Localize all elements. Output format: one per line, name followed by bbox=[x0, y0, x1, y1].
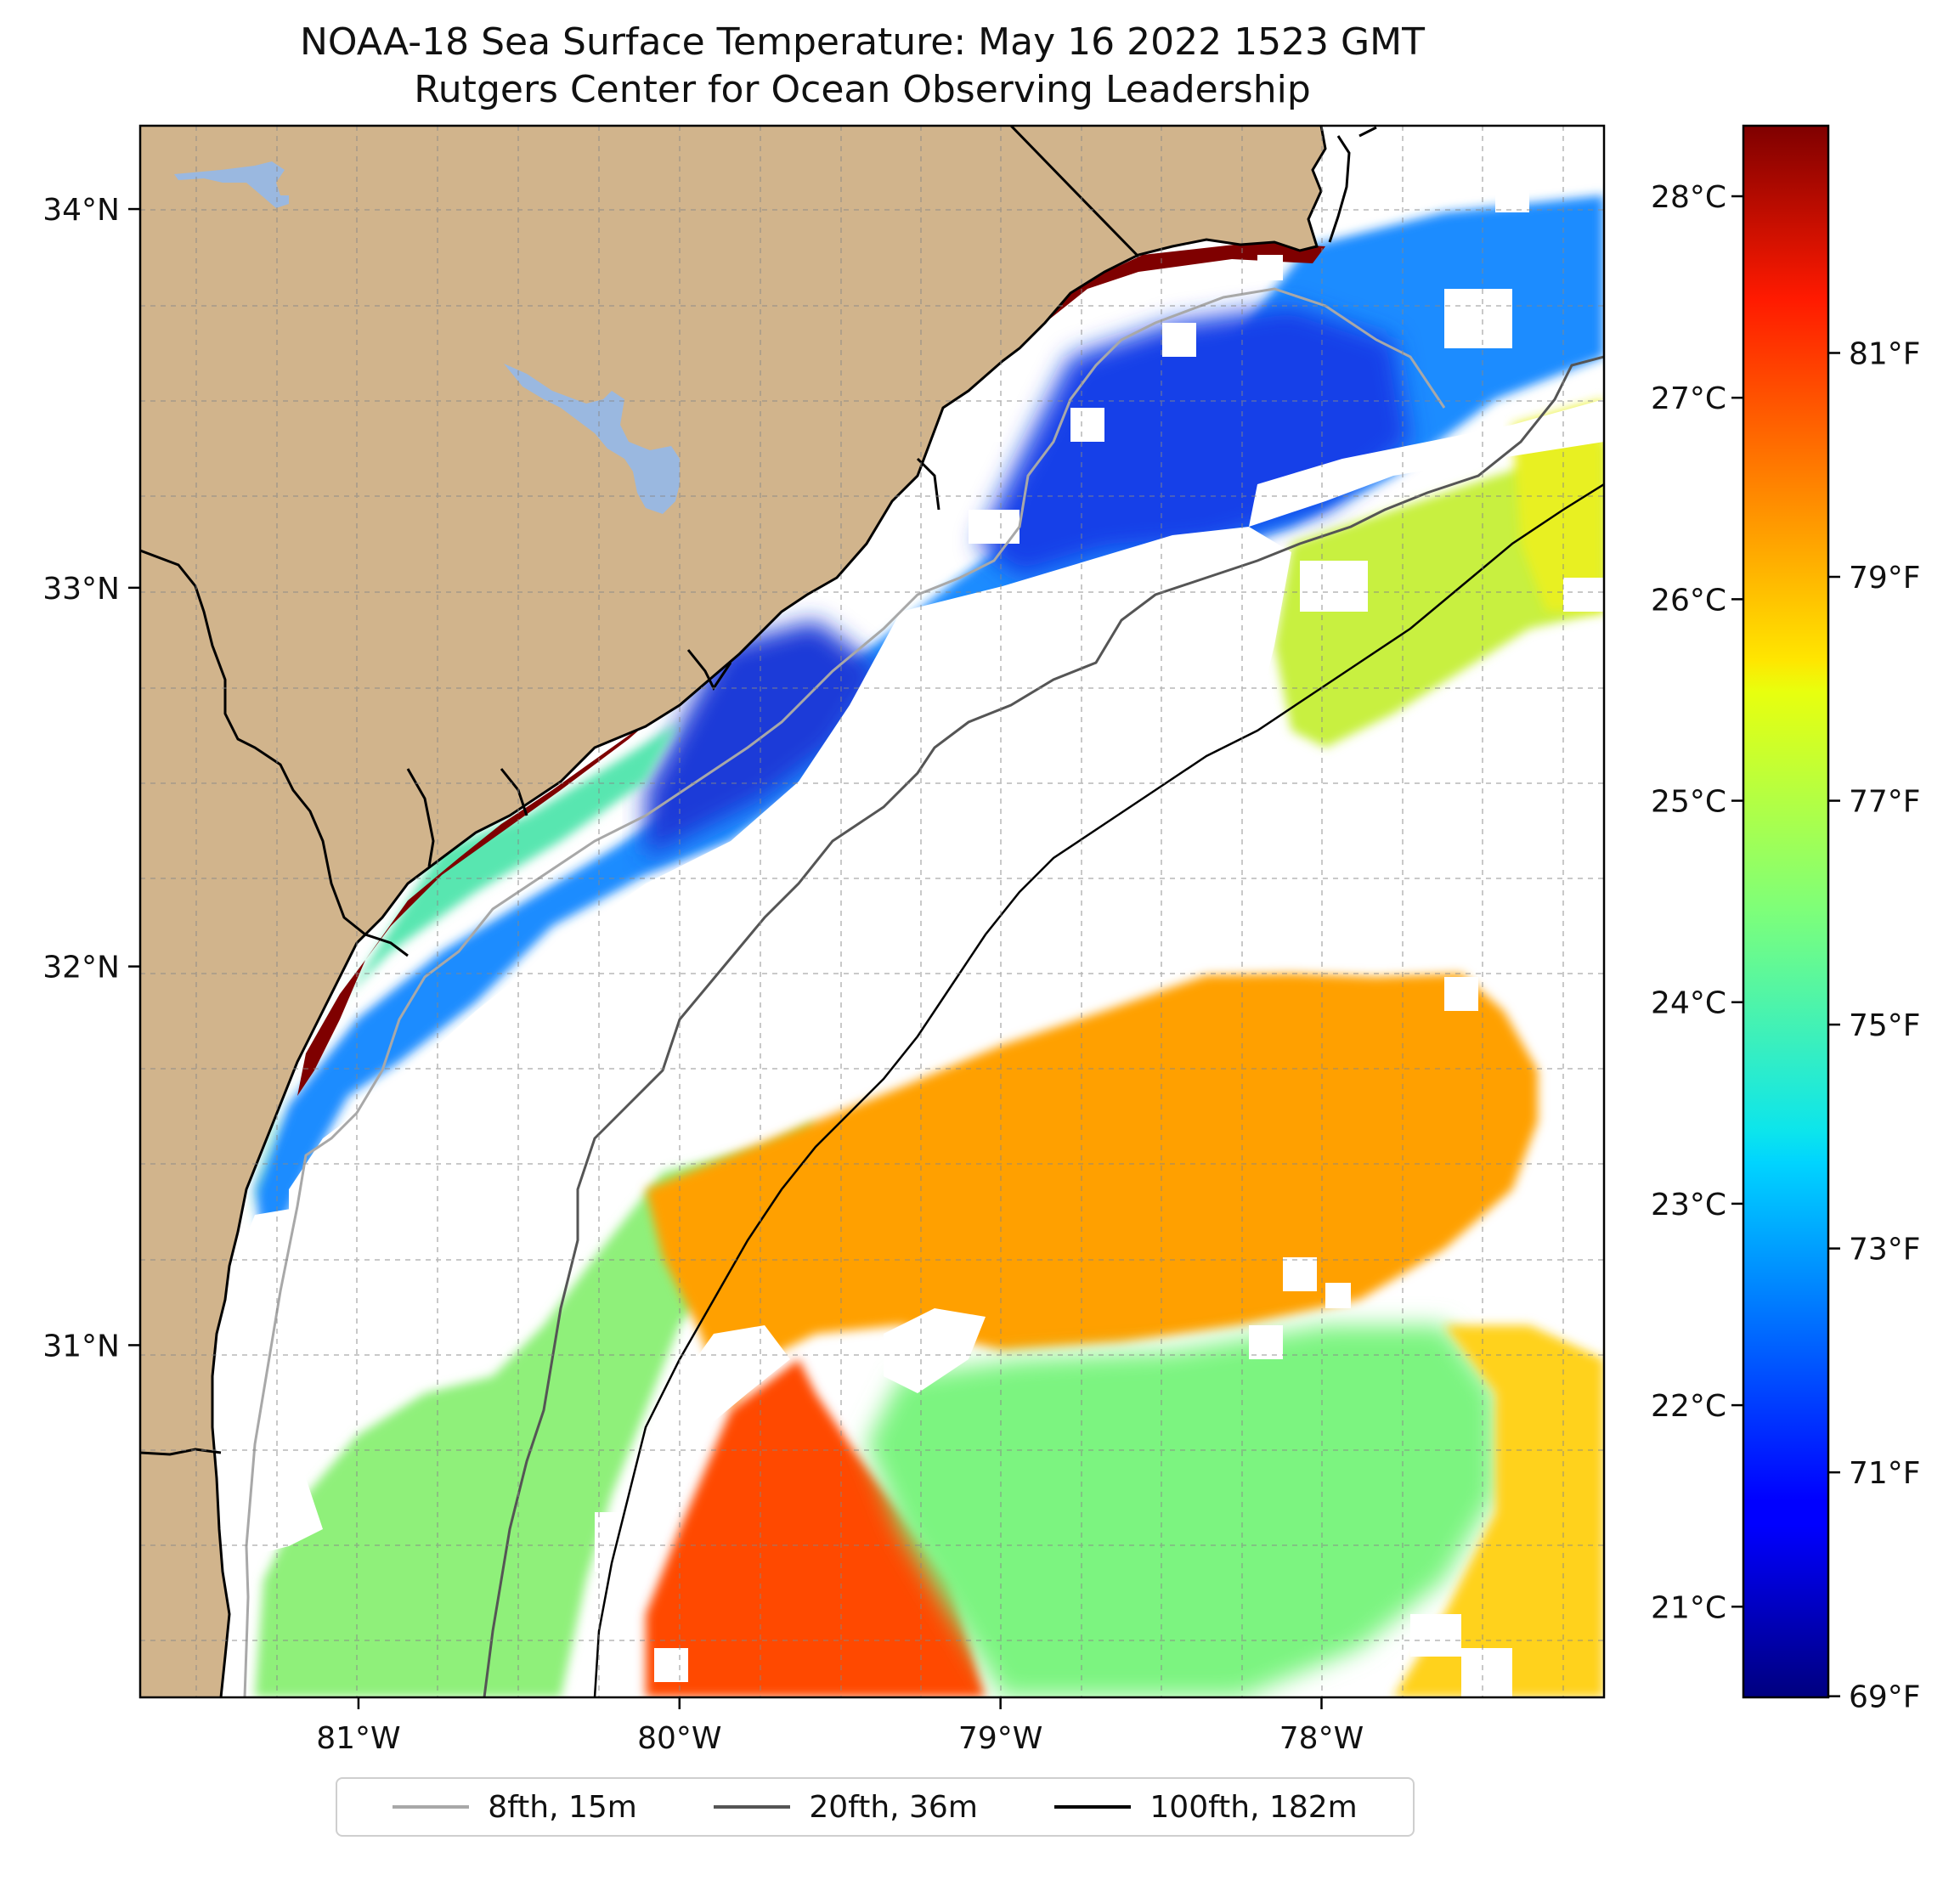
coastline-path bbox=[211, 126, 1327, 1697]
cloud-patch bbox=[1283, 1257, 1317, 1291]
fahrenheit-tick-label: 75°F bbox=[1849, 1008, 1921, 1043]
land-mass bbox=[140, 126, 1325, 1697]
fahrenheit-tick-label: 79°F bbox=[1849, 561, 1921, 596]
estuary bbox=[916, 457, 940, 511]
cloud-patch bbox=[1257, 255, 1283, 280]
fahrenheit-tick-label: 71°F bbox=[1849, 1456, 1921, 1491]
map-area bbox=[140, 126, 1604, 1697]
cloud-patch bbox=[1300, 561, 1368, 612]
barrier-island bbox=[1328, 135, 1351, 243]
celsius-tick-label: 23°C bbox=[1651, 1188, 1726, 1222]
sst-nearshore-warm-strip bbox=[246, 722, 680, 1223]
barrier-island bbox=[1358, 126, 1377, 138]
celsius-tick-label: 27°C bbox=[1651, 381, 1726, 416]
colorbar bbox=[1742, 124, 1830, 1699]
cloud-patch bbox=[1563, 136, 1597, 170]
sst-southeast-yellow bbox=[1393, 1325, 1604, 1697]
state-border-nc-sc bbox=[1009, 126, 1140, 258]
lat-tick-label: 33°N bbox=[42, 572, 120, 607]
cloud-patch bbox=[1249, 1325, 1283, 1359]
lon-tick-label: 78°W bbox=[1279, 1721, 1364, 1756]
isobath-20fth bbox=[483, 355, 1604, 1697]
cloud-patch bbox=[1495, 187, 1529, 212]
legend-line-swatch bbox=[393, 1805, 470, 1809]
cloud-patch bbox=[289, 527, 1291, 1325]
lon-tick-label: 81°W bbox=[316, 1721, 400, 1756]
cloud-patch bbox=[1444, 289, 1512, 348]
longitude-axis: 81°W 80°W 79°W 78°W bbox=[316, 1697, 1364, 1756]
lon-tick-label: 80°W bbox=[637, 1721, 721, 1756]
cloud-patch bbox=[1410, 1614, 1461, 1657]
title-line-1: NOAA-18 Sea Surface Temperature: May 16 … bbox=[300, 20, 1425, 64]
fahrenheit-tick-label: 73°F bbox=[1849, 1233, 1921, 1267]
cloud-patch bbox=[1402, 144, 1436, 178]
cloud-patch bbox=[1070, 408, 1104, 442]
colorbar-celsius-axis: 28°C 27°C 26°C 25°C 24°C 23°C 22°C 21°C bbox=[1651, 180, 1743, 1625]
sst-warm-core-red bbox=[646, 1359, 986, 1697]
celsius-tick-label: 22°C bbox=[1651, 1389, 1726, 1424]
colorbar-fahrenheit-axis: 81°F 79°F 77°F 75°F 73°F 71°F 69°F bbox=[1828, 336, 1921, 1715]
legend-label: 20fth, 36m bbox=[809, 1789, 978, 1825]
legend-item: 8fth, 15m bbox=[393, 1790, 637, 1825]
cloud-patch bbox=[1162, 323, 1196, 357]
sst-field bbox=[246, 195, 1604, 1697]
sst-southern-green-eddy bbox=[867, 1325, 1495, 1697]
legend-item: 100fth, 182m bbox=[1054, 1789, 1358, 1825]
chart-title: NOAA-18 Sea Surface Temperature: May 16 … bbox=[0, 19, 1725, 114]
cloud-patch bbox=[1325, 1283, 1351, 1308]
cloud-patch bbox=[221, 1206, 323, 1555]
isobath-100fth bbox=[593, 483, 1604, 1697]
cloud-patch bbox=[884, 1308, 986, 1393]
fahrenheit-tick-label: 69°F bbox=[1849, 1680, 1921, 1715]
state-border-sc-ga bbox=[140, 549, 409, 957]
celsius-tick-label: 28°C bbox=[1651, 180, 1726, 215]
lat-tick-label: 31°N bbox=[42, 1329, 120, 1363]
cloud-patch bbox=[654, 1648, 688, 1682]
celsius-tick-label: 26°C bbox=[1651, 583, 1726, 618]
cloud-patch bbox=[1444, 977, 1478, 1011]
cloud-mask bbox=[221, 136, 1604, 1697]
isobath-legend: 8fth, 15m 20fth, 36m 100fth, 182m bbox=[336, 1777, 1415, 1837]
graticule bbox=[140, 126, 1604, 1697]
estuary bbox=[686, 649, 732, 691]
sst-gulf-stream-orange bbox=[646, 974, 1538, 1410]
cloud-patch bbox=[663, 1325, 790, 1461]
inland-lakes bbox=[174, 161, 680, 514]
state-border-ga-fl bbox=[140, 1448, 222, 1456]
lat-tick-label: 32°N bbox=[42, 951, 120, 985]
lat-tick-label: 34°N bbox=[42, 193, 120, 228]
lake bbox=[504, 364, 680, 514]
map-frame bbox=[138, 124, 1606, 1699]
isobath-8fth bbox=[243, 287, 1446, 1697]
legend-item: 20fth, 36m bbox=[714, 1790, 978, 1825]
celsius-tick-label: 24°C bbox=[1651, 986, 1726, 1021]
legend-line-swatch bbox=[1054, 1805, 1132, 1809]
celsius-tick-label: 25°C bbox=[1651, 785, 1726, 820]
celsius-tick-label: 21°C bbox=[1651, 1590, 1726, 1625]
coastline bbox=[140, 126, 1377, 1697]
cloud-patch bbox=[952, 391, 1003, 442]
cloud-patch bbox=[1563, 578, 1604, 612]
lake bbox=[174, 161, 289, 208]
lon-tick-label: 79°W bbox=[958, 1721, 1042, 1756]
legend-line-swatch bbox=[714, 1805, 791, 1809]
fahrenheit-tick-label: 81°F bbox=[1849, 336, 1921, 371]
cloud-patch bbox=[1461, 1648, 1512, 1697]
legend-label: 8fth, 15m bbox=[488, 1789, 637, 1825]
legend-label: 100fth, 182m bbox=[1149, 1789, 1358, 1825]
title-line-2: Rutgers Center for Ocean Observing Leade… bbox=[414, 68, 1311, 111]
latitude-axis: 34°N 33°N 32°N 31°N bbox=[42, 193, 140, 1363]
cloud-patch bbox=[1249, 399, 1604, 527]
sst-deep-blue-patch-north bbox=[977, 306, 1410, 578]
fahrenheit-tick-label: 77°F bbox=[1849, 785, 1921, 820]
